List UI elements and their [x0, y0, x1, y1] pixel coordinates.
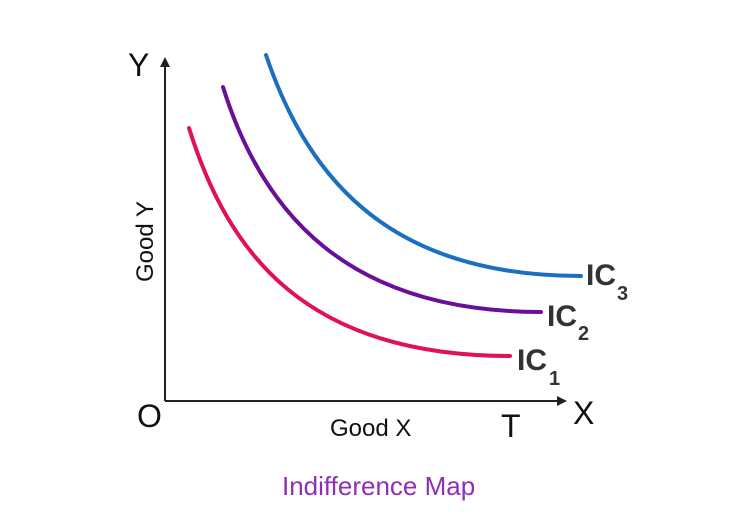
ic2-label: IC: [547, 300, 577, 333]
ic3-label-sub: 3: [617, 283, 628, 305]
x-end-label: T: [501, 408, 521, 444]
ic2-label-sub: 2: [578, 323, 589, 345]
origin-label: O: [137, 398, 162, 434]
ic2-label-main: IC: [547, 300, 577, 333]
y-axis-title: Good Y: [132, 201, 159, 282]
ic2-curve: [221, 85, 543, 314]
figure-caption: Indifference Map: [282, 471, 475, 501]
ic1-label-sub: 1: [549, 368, 560, 390]
ic1-label: IC: [517, 344, 547, 377]
x-axis-title: Good X: [330, 415, 411, 442]
ic3-curve: [264, 53, 583, 278]
ic1-curve: [187, 126, 512, 358]
x-axis-letter: X: [573, 395, 594, 431]
y-axis-letter: Y: [128, 47, 149, 83]
ic3-label: IC: [586, 259, 616, 292]
ic3-label-main: IC: [586, 259, 616, 292]
ic1-label-main: IC: [517, 344, 547, 377]
